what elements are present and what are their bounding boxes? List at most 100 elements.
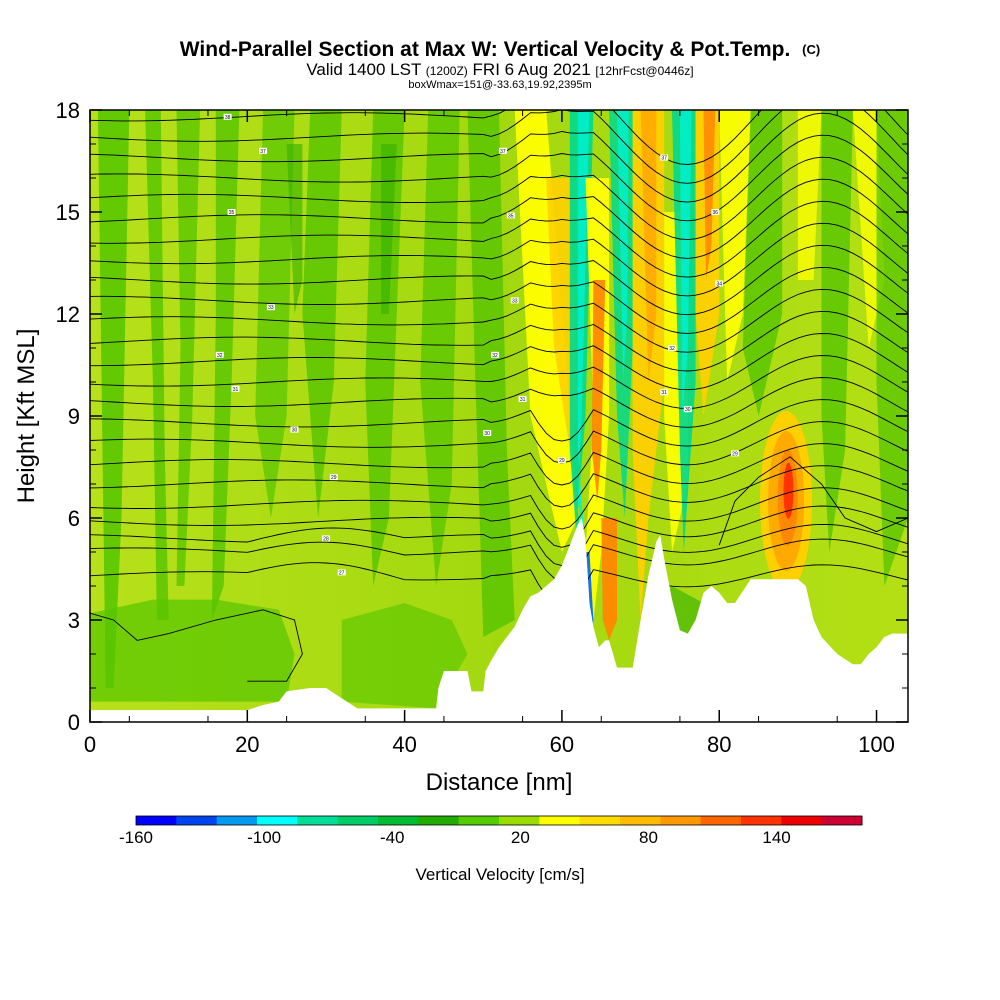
theta-label: 29 xyxy=(329,474,338,481)
theta-contour xyxy=(90,178,908,259)
theta-label-bg xyxy=(259,147,268,154)
theta-label-text: 29 xyxy=(732,451,738,457)
colorbar-tick-label: 80 xyxy=(639,828,658,847)
colorbar-swatch xyxy=(458,816,500,825)
theta-label-text: 34 xyxy=(716,281,722,287)
band-green-7 xyxy=(365,110,405,586)
y-tick-label: 6 xyxy=(68,506,80,531)
theta-label: 33 xyxy=(266,304,275,311)
theta-label-text: 37 xyxy=(661,156,667,162)
theta-contour xyxy=(90,505,908,548)
x-tick-label: 40 xyxy=(392,732,416,757)
theta-label: 37 xyxy=(259,147,268,155)
theta-contour xyxy=(90,538,908,581)
colorbar-swatch xyxy=(176,816,218,825)
theta-label-bg xyxy=(329,474,338,481)
band-green-8 xyxy=(420,110,460,586)
theta-label: 29 xyxy=(730,450,739,457)
theta-contour xyxy=(90,110,908,184)
theta-label: 33 xyxy=(510,297,519,304)
theta-label: 30 xyxy=(683,406,692,413)
theta-label: 31 xyxy=(518,396,527,403)
theta-label-text: 28 xyxy=(323,536,329,542)
band-green-r3 xyxy=(876,110,908,586)
theta-label-text: 33 xyxy=(512,298,518,304)
theta-label: 29 xyxy=(557,457,566,464)
colorbar-label: Vertical Velocity [cm/s] xyxy=(415,865,584,884)
theta-label-bg xyxy=(337,569,346,576)
colorbar-swatch xyxy=(700,816,742,825)
y-axis-label: Height [Kft MSL] xyxy=(13,329,40,504)
colorbar-swatch xyxy=(620,816,661,825)
colorbar-swatch xyxy=(136,816,177,825)
theta-contour-labels: 38 37 35 33 32 31 30 29 28 27 37 35 33 32 31 30 29 37 36 34… xyxy=(215,113,739,576)
band-green-2 xyxy=(145,110,169,620)
theta-contour xyxy=(90,244,908,316)
colorbar-swatch xyxy=(418,816,460,825)
colorbar-swatch xyxy=(781,816,823,825)
theta-label-bg xyxy=(660,389,669,396)
terrain-mask xyxy=(90,518,908,722)
theta-label: 38 xyxy=(223,113,232,121)
theta-contour xyxy=(90,523,908,567)
band-green-low2 xyxy=(341,603,468,709)
theta-label: 35 xyxy=(227,209,236,216)
theta-label-text: 31 xyxy=(520,397,526,403)
band-dgreen-1 xyxy=(286,144,303,314)
colorbar-swatch xyxy=(821,816,863,825)
theta-label-bg xyxy=(683,406,692,413)
x-tick-label: 20 xyxy=(235,732,259,757)
theta-label-text: 32 xyxy=(217,353,223,359)
y-tick-label: 3 xyxy=(68,608,80,633)
theta-contour xyxy=(718,456,908,546)
y-tick-label: 15 xyxy=(56,200,80,225)
x-tick-label: 60 xyxy=(550,732,574,757)
theta-label-text: 30 xyxy=(292,428,298,434)
theta-label: 36 xyxy=(711,209,720,216)
theta-label-text: 32 xyxy=(669,346,675,352)
theta-label: 34 xyxy=(715,280,724,287)
theta-label: 32 xyxy=(215,351,224,359)
theta-contour xyxy=(90,310,908,372)
theta-contour xyxy=(90,112,908,203)
colorbar-swatch xyxy=(257,816,298,825)
theta-contour xyxy=(90,333,908,391)
colorbar-swatch xyxy=(539,816,581,825)
theta-label-text: 30 xyxy=(685,407,691,413)
band-cyan-2 xyxy=(617,110,629,382)
theta-label-text: 35 xyxy=(508,213,514,219)
theta-label-text: 37 xyxy=(500,149,506,155)
theta-contour xyxy=(90,487,908,530)
colorbar-swatch xyxy=(660,816,702,825)
theta-label-text: 30 xyxy=(484,431,490,437)
theta-label-text: 29 xyxy=(559,458,565,464)
theta-label-text: 27 xyxy=(339,570,345,576)
theta-contours xyxy=(90,110,908,682)
theta-label: 31 xyxy=(660,389,669,396)
colorbar-swatch xyxy=(741,816,782,825)
band-green-low xyxy=(90,599,295,702)
theta-label: 32 xyxy=(668,345,677,352)
velocity-bands xyxy=(90,110,908,709)
band-dgreen-2 xyxy=(381,144,397,314)
theta-label-bg xyxy=(223,113,232,120)
theta-contour xyxy=(90,465,908,508)
colorbar-frame xyxy=(135,815,863,826)
theta-label-bg xyxy=(227,209,236,215)
band-cyan-3 xyxy=(679,110,692,416)
theta-label-text: 33 xyxy=(268,305,274,311)
band-green-5 xyxy=(255,110,295,518)
box-wmax-info: boxWmax=151@-33.63,19.92,2395m xyxy=(408,79,591,91)
theta-label-bg xyxy=(668,345,677,351)
theta-label-bg xyxy=(215,351,224,358)
theta-label-text: 35 xyxy=(229,210,235,216)
band-yellow-5 xyxy=(797,110,822,280)
valid-time-main: Valid 1400 LST xyxy=(306,60,421,79)
theta-label-text: 38 xyxy=(225,115,231,121)
theta-label: 32 xyxy=(491,351,500,359)
theta-label: 27 xyxy=(337,569,346,576)
band-green-3 xyxy=(176,110,201,586)
theta-label-bg xyxy=(711,209,720,215)
theta-label-bg xyxy=(730,450,739,457)
